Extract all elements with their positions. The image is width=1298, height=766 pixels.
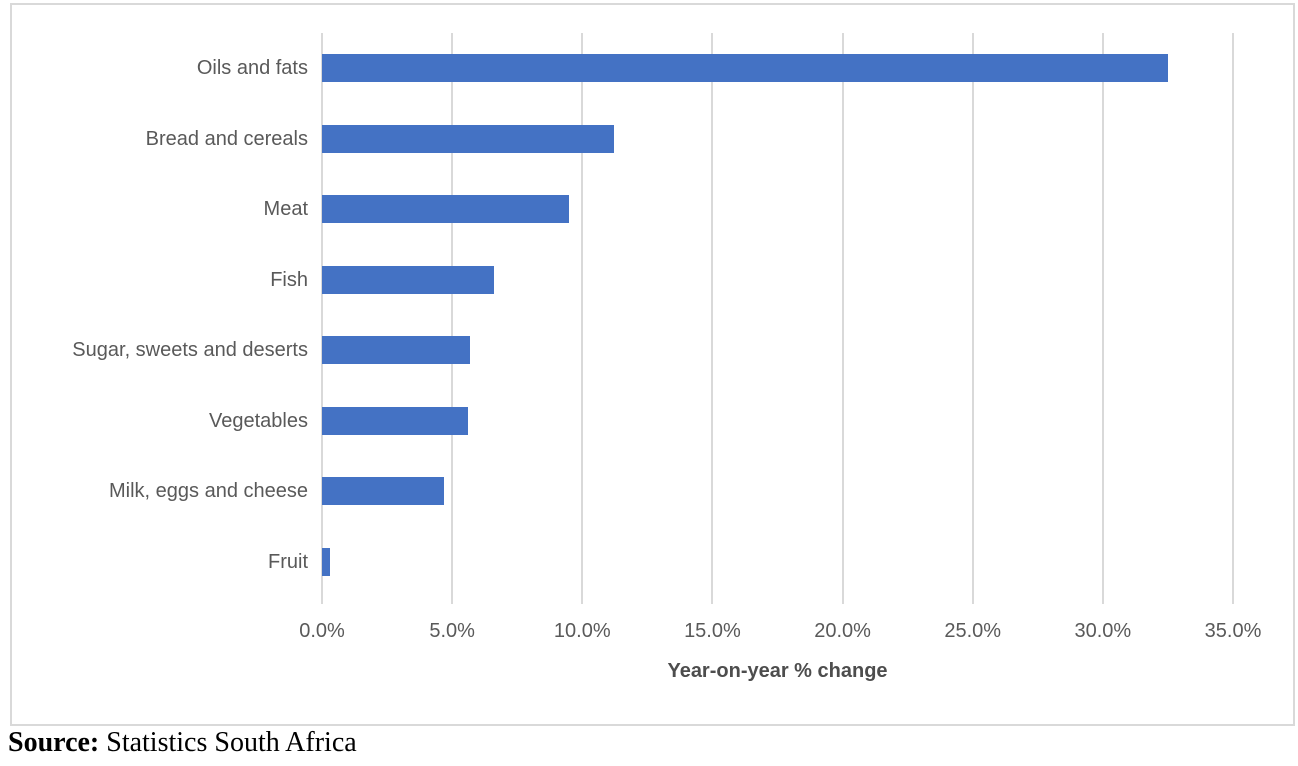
category-label: Bread and cereals	[145, 127, 308, 150]
gridline	[841, 33, 844, 597]
axis-tick	[841, 597, 844, 604]
category-label: Fruit	[268, 550, 308, 573]
bar	[322, 195, 570, 224]
x-tick-label: 15.0%	[684, 620, 741, 642]
gridline	[451, 33, 454, 597]
gridline	[581, 33, 584, 597]
axis-tick	[581, 597, 584, 604]
x-tick-label: 20.0%	[814, 620, 871, 642]
bar	[322, 265, 494, 294]
bar	[322, 477, 445, 506]
chart-frame: Year-on-year % change 0.0% 5.0% 10.0% 15.0%…	[10, 3, 1295, 726]
gridline	[321, 33, 323, 597]
axis-tick	[971, 597, 974, 604]
gridline	[971, 33, 974, 597]
x-axis-title: Year-on-year % change	[667, 660, 888, 682]
source-line: Source: Statistics South Africa	[8, 727, 357, 759]
bar	[322, 547, 330, 576]
gridline	[1101, 33, 1104, 597]
x-tick-label: 35.0%	[1204, 620, 1262, 642]
axis-tick	[1101, 597, 1104, 604]
category-label: Oils and fats	[196, 57, 308, 80]
axis-tick	[1232, 597, 1234, 604]
axis-tick	[711, 597, 714, 604]
x-tick-label: 0.0%	[299, 620, 345, 642]
source-label: Source:	[8, 727, 100, 758]
bar	[322, 336, 471, 365]
gridline	[711, 33, 714, 597]
bar	[322, 54, 1168, 83]
category-label: Sugar, sweets and deserts	[72, 339, 308, 362]
plot-area	[321, 33, 1234, 604]
axis-tick	[451, 597, 454, 604]
x-tick-label: 30.0%	[1074, 620, 1132, 642]
category-label: Milk, eggs and cheese	[108, 480, 308, 503]
category-label: Vegetables	[209, 409, 308, 432]
category-label: Meat	[263, 198, 308, 221]
category-label: Fish	[270, 268, 308, 291]
source-text: Statistics South Africa	[99, 727, 357, 758]
x-tick-label: 10.0%	[553, 620, 611, 642]
gridline	[1232, 33, 1234, 597]
x-tick-label: 25.0%	[944, 620, 1002, 642]
bar	[322, 406, 468, 435]
axis-tick	[321, 597, 323, 604]
bar	[322, 124, 614, 153]
x-tick-label: 5.0%	[429, 620, 475, 642]
